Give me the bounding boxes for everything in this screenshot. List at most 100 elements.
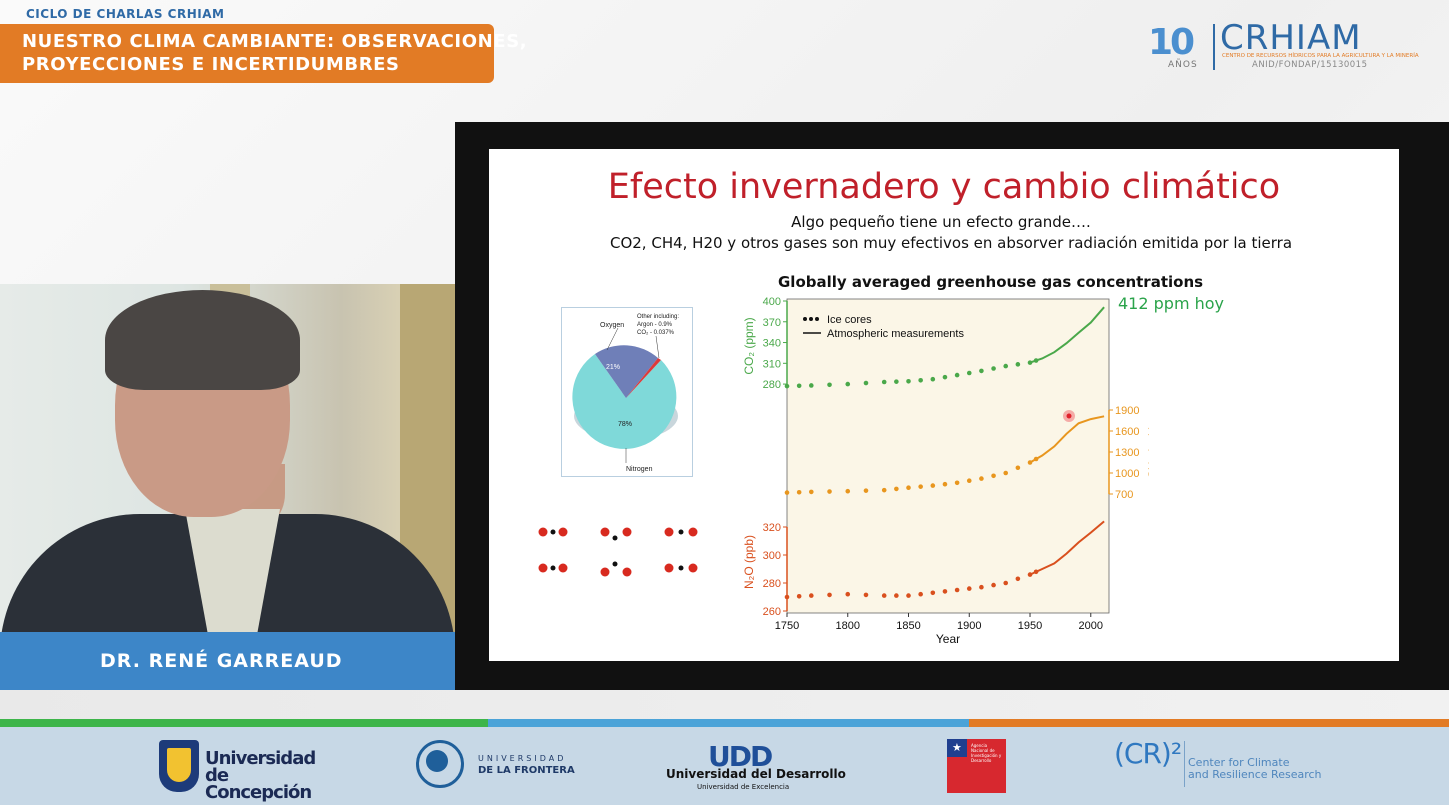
data-point <box>991 582 996 588</box>
pie-label-nitrogen: Nitrogen <box>626 466 653 473</box>
pie-pct-oxygen: 21% <box>606 364 620 371</box>
molecule-mode-2 <box>600 527 632 577</box>
cr2-separator <box>1184 741 1185 787</box>
udd-name: Universidad del Desarrollo <box>666 767 846 781</box>
data-point <box>894 593 899 598</box>
series-line <box>1029 306 1105 364</box>
anid-logo: ★ Agencia Nacional de Investigación y De… <box>947 739 1006 793</box>
molecule-mode-1 <box>538 527 568 573</box>
speaker-name-bar <box>0 632 455 690</box>
x-tick-label: 2000 <box>1079 620 1103 632</box>
data-point <box>918 484 923 489</box>
legend-label-ice-cores: Ice cores <box>827 314 872 326</box>
pie-leader <box>655 335 660 359</box>
crhiam-anos: AÑOS <box>1168 60 1198 70</box>
data-point <box>979 368 984 374</box>
pie-slice-oxygen <box>595 345 658 398</box>
pie-slice-other <box>626 358 661 398</box>
y-tick-label: 280 <box>763 379 781 391</box>
molecule-mode-3 <box>664 527 698 573</box>
data-point <box>863 488 869 493</box>
y-axis-label: CO₂ (ppm) <box>742 317 756 374</box>
series-label: CICLO DE CHARLAS CRHIAM <box>26 7 225 21</box>
data-point <box>966 478 972 483</box>
data-point <box>796 594 802 599</box>
plot-area <box>786 298 1110 614</box>
series-line <box>1029 415 1105 464</box>
co2-annotation: 412 ppm hoy <box>1118 294 1225 313</box>
data-point <box>784 594 790 600</box>
data-point <box>1003 470 1009 476</box>
data-point <box>827 382 832 388</box>
pie-svg: Oxygen Other including: Argon - 0.9% CO₂… <box>572 314 679 473</box>
cr2-logo: (CR)² Center for Climate and Resilience R… <box>1114 737 1322 791</box>
data-point <box>881 379 887 385</box>
molecule-vibration-diagram <box>538 527 698 577</box>
y-tick-label: 260 <box>763 606 781 618</box>
data-point <box>827 592 832 598</box>
slide: Efecto invernadero y cambio climático Al… <box>489 149 1399 661</box>
data-point <box>930 590 936 596</box>
data-point <box>894 486 899 492</box>
data-point <box>930 376 936 382</box>
data-point <box>991 366 996 371</box>
y-tick-label: 320 <box>763 522 781 534</box>
y-axis-label: CH₄ (ppb) <box>1146 425 1149 479</box>
bottom-strip <box>0 690 1449 720</box>
data-point <box>784 383 790 389</box>
data-point <box>930 483 936 488</box>
data-point <box>1015 362 1021 367</box>
slide-subtitle-1: Algo pequeño tiene un efecto grande…. <box>791 213 1091 231</box>
data-point <box>1015 576 1021 582</box>
data-point <box>954 372 960 378</box>
ufro-bottom-text: DE LA FRONTERA <box>478 765 575 776</box>
atmosphere-pie-chart: Oxygen Other including: Argon - 0.9% CO₂… <box>561 307 693 477</box>
udec-name: Universidad de Concepción <box>205 748 316 803</box>
cr2-name: Center for Climate and Resilience Researc… <box>1188 756 1322 781</box>
data-point <box>942 374 948 380</box>
data-point <box>966 586 972 591</box>
y-tick-label: 1300 <box>1115 447 1139 459</box>
x-axis-label: Year <box>936 632 960 646</box>
anid-flag-canton <box>947 739 967 757</box>
crhiam-code: ANID/FONDAP/15130015 <box>1252 60 1368 70</box>
ufro-top-text: UNIVERSIDAD <box>478 754 567 763</box>
legend-label-atmospheric: Atmospheric measurements <box>827 328 964 340</box>
data-point <box>784 490 790 495</box>
ufro-logo: UNIVERSIDAD DE LA FRONTERA <box>416 740 576 792</box>
pie-label-other: Other including: <box>637 314 679 320</box>
x-tick-label: 1750 <box>775 620 799 632</box>
data-point <box>906 485 911 490</box>
legend-dot <box>803 317 807 321</box>
data-point <box>906 379 911 384</box>
title-banner: NUESTRO CLIMA CAMBIANTE: OBSERVACIONES, … <box>0 24 527 83</box>
x-tick-label: 1900 <box>957 620 981 632</box>
laser-pointer-core <box>1066 413 1072 419</box>
data-point <box>918 591 923 597</box>
data-point <box>918 377 923 383</box>
data-point <box>796 489 802 495</box>
data-point <box>809 489 814 495</box>
pie-leader <box>606 327 619 351</box>
chart-title: Globally averaged greenhouse gas concent… <box>778 273 1204 291</box>
y-axis-label: N₂O (ppb) <box>742 535 756 589</box>
data-point <box>863 380 869 386</box>
data-point <box>1003 363 1009 369</box>
x-tick-label: 1800 <box>836 620 860 632</box>
crhiam-logo: 10 AÑOS CRHIAM CENTRO DE RECURSOS HÍDRIC… <box>1148 18 1419 74</box>
data-point <box>881 593 887 598</box>
y-tick-label: 310 <box>763 358 781 370</box>
star-icon: ★ <box>952 741 962 754</box>
data-point <box>863 592 869 598</box>
speaker-hair <box>105 290 300 390</box>
data-point <box>809 593 814 598</box>
speaker-video <box>0 284 455 632</box>
y-tick-label: 1000 <box>1115 468 1139 480</box>
data-point <box>845 381 851 387</box>
data-point <box>845 488 851 494</box>
series-line <box>1029 520 1105 576</box>
crhiam-subtitle: CENTRO DE RECURSOS HÍDRICOS PARA LA AGRI… <box>1222 53 1419 59</box>
data-point <box>894 379 899 384</box>
crhiam-name: CRHIAM <box>1220 18 1362 58</box>
y-tick-label: 280 <box>763 578 781 590</box>
